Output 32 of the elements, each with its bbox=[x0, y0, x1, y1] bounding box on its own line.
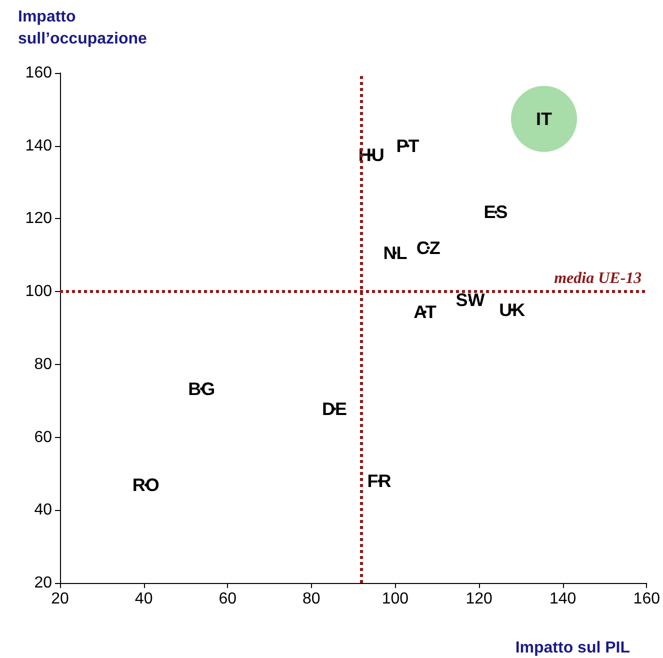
series-label: ES bbox=[484, 202, 508, 222]
series-label: NL bbox=[383, 242, 408, 263]
y-tick-label: 60 bbox=[34, 428, 52, 446]
series-label: CZ bbox=[416, 238, 440, 258]
series-label: UK bbox=[499, 300, 526, 320]
y-axis-title: Impatto sull’occupazione bbox=[18, 8, 148, 48]
series-label: PT bbox=[396, 136, 420, 156]
x-axis-title: Impatto sul PIL bbox=[515, 640, 630, 656]
y-tick-label: 100 bbox=[25, 283, 52, 300]
x-tick-label: 120 bbox=[466, 590, 492, 608]
y-tick-label: 40 bbox=[34, 502, 52, 519]
x-tick-label: 140 bbox=[549, 590, 576, 608]
y-tick-label: 20 bbox=[34, 574, 52, 592]
x-tick-label: 40 bbox=[134, 590, 153, 608]
series-label: DE bbox=[322, 398, 347, 419]
series-label: IT bbox=[536, 108, 552, 129]
point bbox=[511, 86, 577, 152]
series-label: FR bbox=[367, 471, 392, 491]
series-label: AT bbox=[414, 302, 436, 322]
x-tick-label: 160 bbox=[633, 590, 660, 608]
y-tick-label: 140 bbox=[25, 137, 52, 154]
series-label: RO bbox=[132, 475, 160, 496]
x-tick-label: 60 bbox=[218, 590, 237, 608]
x-tick-label: 80 bbox=[302, 590, 320, 608]
x-tick-label: 20 bbox=[51, 590, 69, 608]
series-label: BG bbox=[188, 378, 216, 399]
y-tick-label: 160 bbox=[25, 64, 52, 82]
series-label: SW bbox=[456, 290, 485, 310]
y-tick-label: 80 bbox=[34, 356, 52, 373]
ref-line-label: media UE-13 bbox=[554, 270, 642, 288]
y-tick-label: 120 bbox=[25, 210, 52, 228]
x-tick-label: 100 bbox=[382, 590, 409, 608]
